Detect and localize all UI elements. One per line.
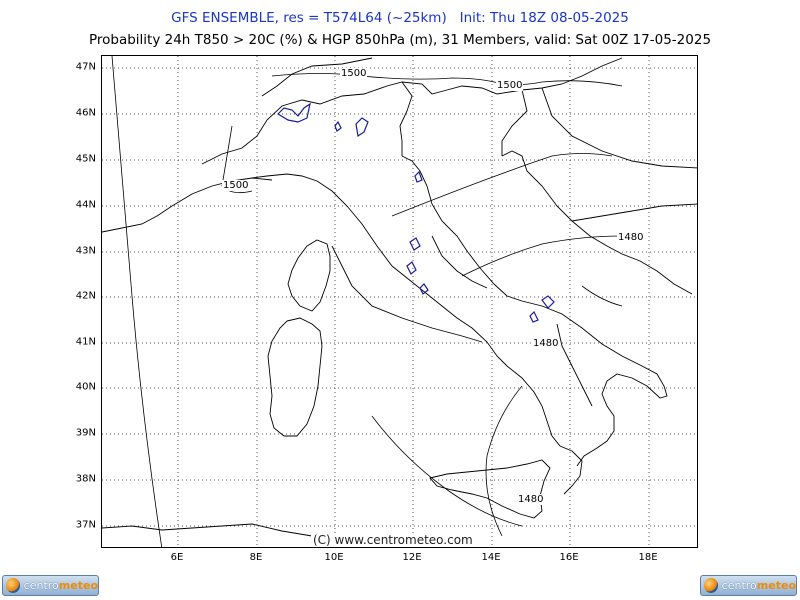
- grid-lines: [102, 56, 697, 547]
- probability-contours: [277, 102, 555, 323]
- lat-label: 38N: [75, 473, 96, 485]
- lat-label: 40N: [75, 381, 96, 393]
- hgp-contours: [111, 56, 623, 547]
- logo-text-part2: meteo: [58, 579, 98, 592]
- globe-icon: [704, 578, 718, 593]
- lon-label: 10E: [324, 552, 344, 563]
- lon-label: 18E: [638, 552, 658, 563]
- weather-map: 1500 1500 1500 1480 1480 1480: [101, 55, 698, 548]
- lat-label: 42N: [75, 290, 96, 302]
- map-subtitle: Probability 24h T850 > 20C (%) & HGP 850…: [88, 32, 712, 48]
- lat-label: 47N: [75, 61, 96, 73]
- lat-label: 41N: [75, 336, 96, 348]
- lat-label: 44N: [75, 199, 96, 211]
- logo-text-part2: meteo: [756, 579, 796, 592]
- lat-label: 37N: [75, 519, 96, 531]
- logo-text-part1: centro: [23, 579, 59, 592]
- lat-label: 43N: [75, 245, 96, 257]
- contour-label: 1480: [532, 338, 560, 349]
- lon-label: 12E: [402, 552, 422, 563]
- globe-icon: [6, 578, 20, 593]
- lon-label: 6E: [170, 552, 184, 563]
- logo-text-part1: centro: [721, 579, 757, 592]
- contour-label: 1480: [617, 232, 645, 243]
- map-title: GFS ENSEMBLE, res = T574L64 (~25km) Init…: [171, 10, 629, 26]
- contour-label: 1500: [340, 68, 368, 79]
- coastlines: [102, 57, 697, 547]
- lon-label: 16E: [559, 552, 579, 563]
- lat-label: 45N: [75, 153, 96, 165]
- lon-label: 8E: [249, 552, 263, 563]
- contour-label: 1500: [222, 180, 250, 191]
- map-canvas: [102, 56, 697, 547]
- copyright-text: (C) www.centrometeo.com: [311, 533, 475, 547]
- contour-label: 1500: [496, 80, 524, 91]
- lat-label: 46N: [75, 107, 96, 119]
- centrometeo-logo-left[interactable]: centro meteo: [2, 575, 99, 596]
- lat-label: 39N: [75, 427, 96, 439]
- centrometeo-logo-right[interactable]: centro meteo: [700, 575, 797, 596]
- lon-label: 14E: [481, 552, 501, 563]
- contour-label: 1480: [517, 494, 545, 505]
